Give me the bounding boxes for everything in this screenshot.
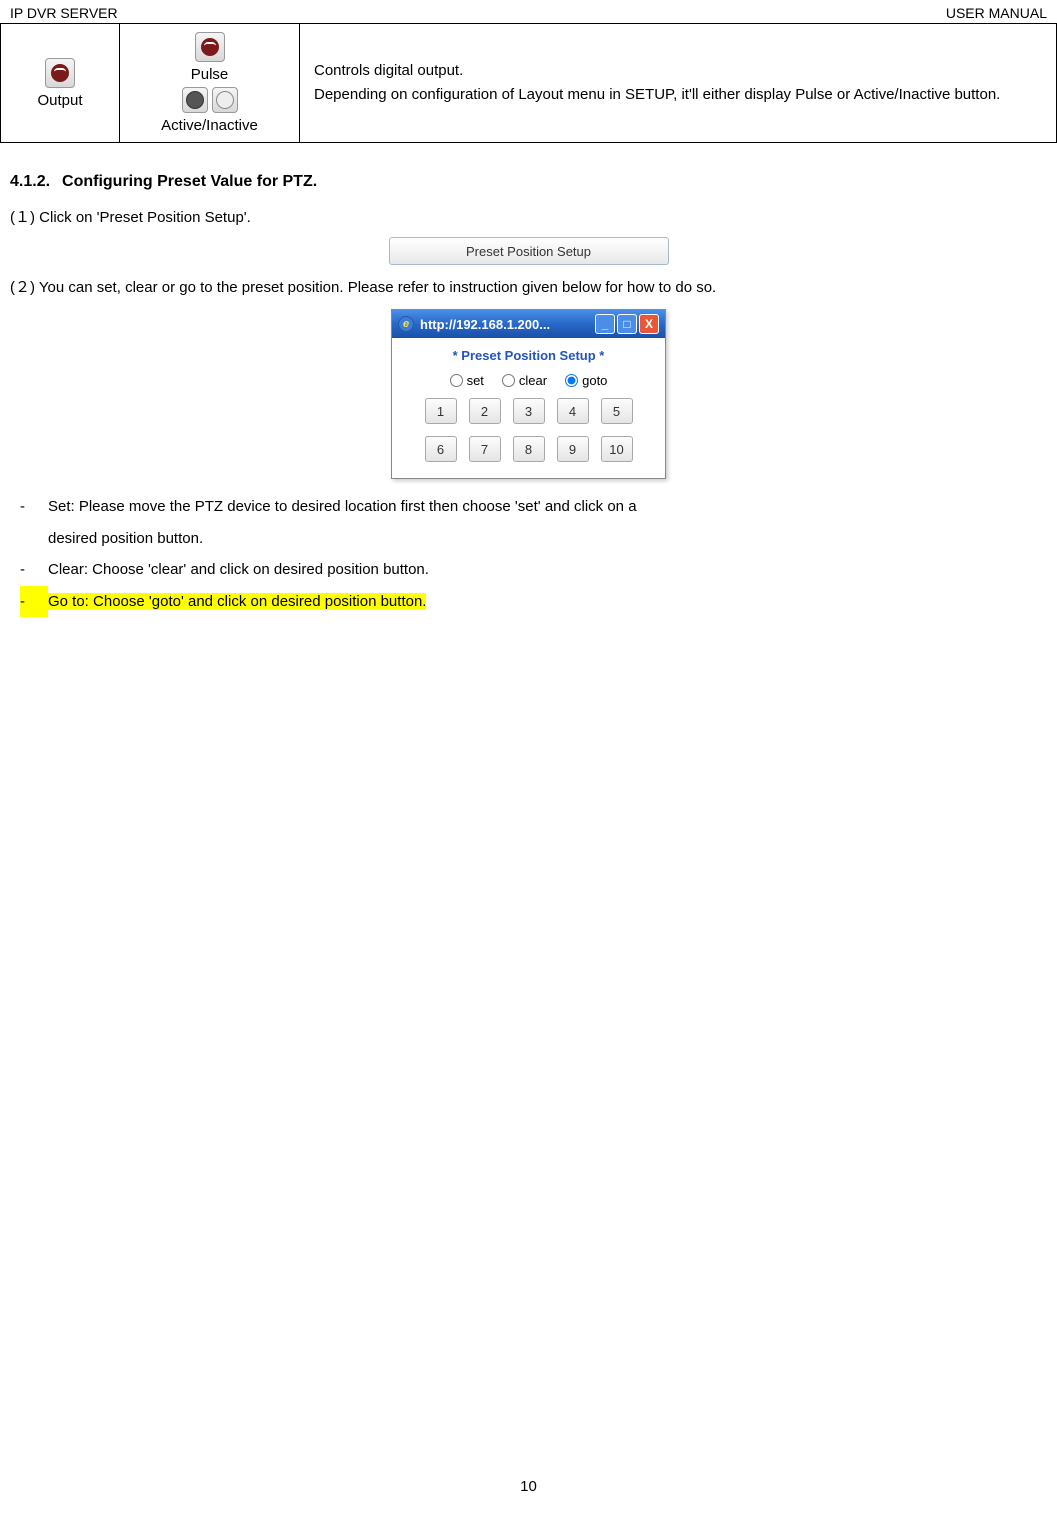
header-left: IP DVR SERVER	[10, 5, 118, 21]
num-btn-5[interactable]: 5	[601, 398, 633, 424]
output-cell: Output	[0, 24, 120, 142]
popup-body: * Preset Position Setup * set clear goto…	[392, 338, 665, 478]
radio-row: set clear goto	[402, 373, 655, 388]
page-number: 10	[0, 1478, 1057, 1495]
popup-url: http://192.168.1.200...	[420, 317, 550, 332]
num-btn-10[interactable]: 10	[601, 436, 633, 462]
bullet-goto-text: Go to: Choose 'goto' and click on desire…	[48, 586, 1047, 618]
bullet-set-text: Set: Please move the PTZ device to desir…	[48, 491, 1047, 523]
preset-position-setup-button[interactable]: Preset Position Setup	[389, 237, 669, 265]
pulse-cell: Pulse Active/Inactive	[120, 24, 300, 142]
section-heading: 4.1.2. Configuring Preset Value for PTZ.	[10, 173, 1047, 191]
output-icon	[45, 58, 75, 88]
num-btn-6[interactable]: 6	[425, 436, 457, 462]
page-header: IP DVR SERVER USER MANUAL	[0, 0, 1057, 24]
maximize-button[interactable]: □	[617, 314, 637, 334]
num-btn-9[interactable]: 9	[557, 436, 589, 462]
ie-icon: e	[398, 316, 414, 332]
num-btn-4[interactable]: 4	[557, 398, 589, 424]
radio-clear-input[interactable]	[502, 374, 515, 387]
header-right: USER MANUAL	[946, 5, 1047, 21]
bullet-set: - Set: Please move the PTZ device to des…	[10, 491, 1047, 523]
step-2: (２) You can set, clear or go to the pres…	[10, 273, 1047, 303]
radio-goto[interactable]: goto	[565, 373, 607, 388]
inactive-icon	[212, 87, 238, 113]
num-btn-7[interactable]: 7	[469, 436, 501, 462]
pulse-icon	[195, 32, 225, 62]
description-cell: Controls digital output. Depending on co…	[300, 24, 1057, 142]
radio-set[interactable]: set	[450, 373, 484, 388]
num-btn-2[interactable]: 2	[469, 398, 501, 424]
bullet-clear-text: Clear: Choose 'clear' and click on desir…	[48, 554, 1047, 586]
content-area: 4.1.2.Configuring Preset Value for PTZ. …	[0, 143, 1057, 627]
close-button[interactable]: X	[639, 314, 659, 334]
bullet-goto: - Go to: Choose 'goto' and click on desi…	[10, 586, 1047, 618]
num-btn-8[interactable]: 8	[513, 436, 545, 462]
step-1: (１) Click on 'Preset Position Setup'.	[10, 203, 1047, 233]
output-label: Output	[37, 92, 82, 109]
dash-icon: -	[20, 586, 48, 618]
num-btn-3[interactable]: 3	[513, 398, 545, 424]
popup-titlebar: e http://192.168.1.200... _ □ X	[392, 310, 665, 338]
dash-icon: -	[20, 554, 48, 586]
number-grid: 1 2 3 4 5 6 7 8 9 10	[402, 398, 655, 468]
preset-popup: e http://192.168.1.200... _ □ X * Preset…	[391, 309, 666, 479]
pulse-label: Pulse	[191, 66, 229, 83]
desc-line1: Controls digital output.	[314, 59, 463, 83]
section-num: 4.1.2.	[10, 173, 50, 190]
radio-set-label: set	[467, 373, 484, 388]
popup-heading: * Preset Position Setup *	[402, 348, 655, 363]
radio-clear[interactable]: clear	[502, 373, 547, 388]
active-inactive-label: Active/Inactive	[161, 117, 258, 134]
minimize-button[interactable]: _	[595, 314, 615, 334]
bullet-set-text2: desired position button.	[48, 523, 1047, 555]
output-table-row: Output Pulse Active/Inactive Controls di…	[0, 24, 1057, 143]
section-title: Configuring Preset Value for PTZ.	[62, 173, 317, 190]
desc-line2: Depending on configuration of Layout men…	[314, 83, 1000, 107]
radio-goto-label: goto	[582, 373, 607, 388]
radio-goto-input[interactable]	[565, 374, 578, 387]
active-icon	[182, 87, 208, 113]
radio-set-input[interactable]	[450, 374, 463, 387]
bullet-clear: - Clear: Choose 'clear' and click on des…	[10, 554, 1047, 586]
radio-clear-label: clear	[519, 373, 547, 388]
dash-icon: -	[20, 491, 48, 523]
bullet-set-cont: desired position button.	[10, 523, 1047, 555]
bullet-list: - Set: Please move the PTZ device to des…	[10, 491, 1047, 617]
num-btn-1[interactable]: 1	[425, 398, 457, 424]
